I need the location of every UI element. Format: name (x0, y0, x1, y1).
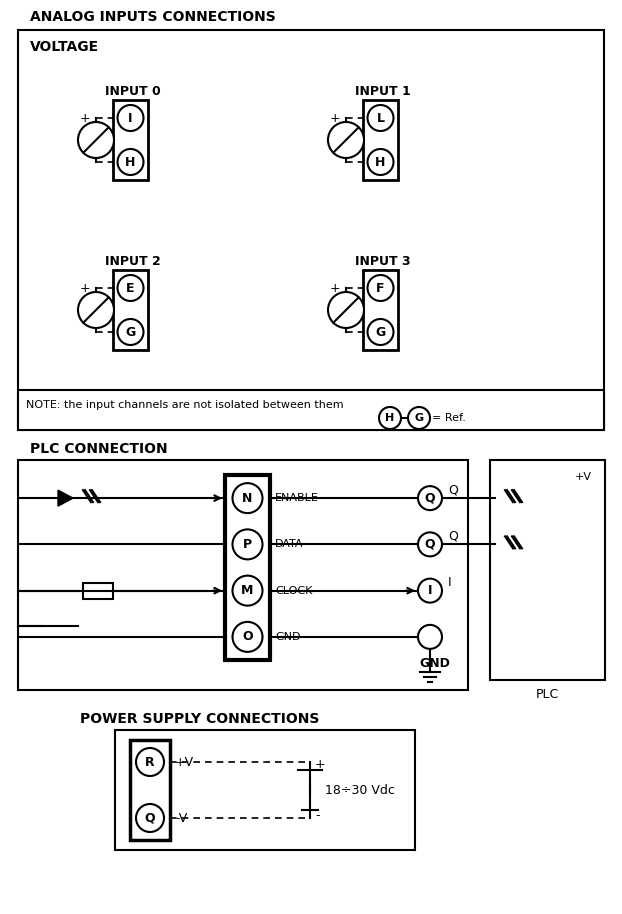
Text: +V: +V (175, 756, 194, 769)
Circle shape (78, 122, 114, 158)
Text: NOTE: the input channels are not isolated between them: NOTE: the input channels are not isolate… (26, 400, 343, 410)
Text: INPUT 3: INPUT 3 (355, 255, 411, 268)
Circle shape (368, 149, 394, 175)
Circle shape (368, 105, 394, 131)
Text: +: + (330, 282, 341, 294)
Text: INPUT 0: INPUT 0 (105, 85, 161, 98)
Circle shape (233, 622, 262, 652)
Circle shape (136, 748, 164, 776)
Circle shape (233, 576, 262, 606)
Text: +: + (315, 758, 326, 771)
Text: ENABLE: ENABLE (275, 494, 319, 503)
Circle shape (418, 486, 442, 510)
Text: INPUT 2: INPUT 2 (105, 255, 161, 268)
FancyBboxPatch shape (113, 100, 148, 180)
Text: +: + (80, 112, 91, 124)
Polygon shape (58, 490, 73, 506)
Circle shape (118, 105, 144, 131)
Text: 18÷30 Vdc: 18÷30 Vdc (325, 783, 395, 796)
Text: Q: Q (448, 484, 458, 496)
Circle shape (418, 532, 442, 557)
Text: = Ref.: = Ref. (432, 413, 466, 423)
Circle shape (328, 122, 364, 158)
FancyBboxPatch shape (363, 100, 398, 180)
Text: GND: GND (275, 632, 300, 642)
FancyBboxPatch shape (490, 460, 605, 680)
Text: I: I (448, 576, 452, 590)
Text: H: H (386, 413, 394, 423)
Circle shape (233, 529, 262, 559)
Circle shape (118, 149, 144, 175)
Text: R: R (145, 756, 155, 769)
FancyBboxPatch shape (18, 390, 604, 430)
Circle shape (418, 579, 442, 602)
FancyBboxPatch shape (113, 270, 148, 350)
Text: G: G (414, 413, 424, 423)
Circle shape (408, 407, 430, 429)
Text: INPUT 1: INPUT 1 (355, 85, 411, 98)
Circle shape (368, 275, 394, 301)
Text: I: I (128, 112, 132, 124)
Circle shape (78, 292, 114, 328)
Circle shape (118, 275, 144, 301)
Text: +V: +V (575, 472, 592, 482)
Text: M: M (241, 584, 254, 597)
Text: G: G (375, 325, 386, 338)
Text: -: - (315, 810, 320, 823)
Circle shape (418, 625, 442, 649)
Text: CLOCK: CLOCK (275, 586, 312, 596)
Circle shape (233, 484, 262, 513)
FancyBboxPatch shape (18, 30, 604, 430)
Text: +: + (80, 282, 91, 294)
FancyBboxPatch shape (115, 730, 415, 850)
Text: G: G (126, 325, 136, 338)
FancyBboxPatch shape (363, 270, 398, 350)
Text: PLC: PLC (536, 688, 559, 701)
FancyBboxPatch shape (18, 460, 468, 690)
Text: F: F (376, 282, 385, 294)
Text: H: H (125, 155, 136, 168)
Text: PLC CONNECTION: PLC CONNECTION (30, 442, 167, 456)
Text: -V: -V (175, 812, 187, 824)
Text: Q: Q (425, 492, 435, 505)
Text: N: N (243, 492, 253, 505)
Circle shape (368, 319, 394, 345)
FancyBboxPatch shape (83, 582, 113, 599)
Text: Q: Q (145, 812, 156, 824)
Text: P: P (243, 537, 252, 551)
Text: POWER SUPPLY CONNECTIONS: POWER SUPPLY CONNECTIONS (80, 712, 320, 726)
Circle shape (328, 292, 364, 328)
Circle shape (379, 407, 401, 429)
FancyBboxPatch shape (130, 740, 170, 840)
Text: E: E (126, 282, 135, 294)
Circle shape (118, 319, 144, 345)
Text: DATA: DATA (275, 539, 304, 549)
Text: Q: Q (425, 537, 435, 551)
Text: I: I (428, 584, 432, 597)
FancyBboxPatch shape (225, 475, 270, 660)
Text: VOLTAGE: VOLTAGE (30, 40, 99, 54)
Text: GND: GND (420, 657, 450, 670)
Text: ANALOG INPUTS CONNECTIONS: ANALOG INPUTS CONNECTIONS (30, 10, 276, 24)
Text: L: L (376, 112, 384, 124)
Text: +: + (330, 112, 341, 124)
Text: O: O (242, 631, 253, 643)
Circle shape (136, 804, 164, 832)
Text: H: H (375, 155, 386, 168)
Text: Q: Q (448, 530, 458, 543)
